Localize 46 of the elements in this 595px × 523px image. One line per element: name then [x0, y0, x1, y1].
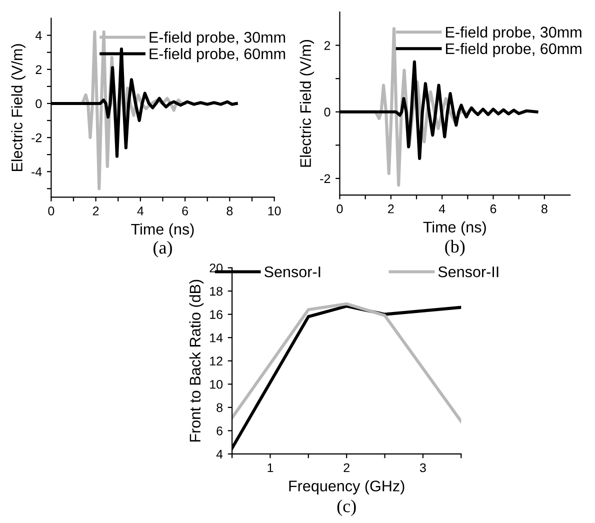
line-series: [232, 302, 462, 423]
y-tick-label: 8: [216, 403, 222, 412]
y-tick-label: 14: [210, 334, 223, 342]
y-axis-title: Electric Field (V/m): [300, 40, 314, 167]
x-tick-label: 10: [268, 206, 281, 216]
x-tick-label: 8: [541, 204, 548, 214]
text: (a): [154, 240, 172, 258]
y-tick-label: 10: [210, 380, 223, 389]
legend-label: E-field probe, 30mm: [150, 32, 286, 46]
y-tick-label: 2: [324, 41, 330, 50]
y-axis-title: Electric Field (V/m): [11, 44, 26, 171]
y-tick-label: -4: [32, 168, 42, 176]
x-tick-label: 4: [438, 204, 446, 214]
legend-label: E-field probe, 30mm: [446, 26, 582, 41]
x-tick-label: 2: [92, 206, 99, 216]
text: (c): [337, 500, 356, 516]
y-tick-label: 16: [210, 310, 222, 319]
legend-label: E-field probe, 60mm: [150, 48, 286, 62]
x-axis-title: Time (ns): [423, 221, 486, 236]
legend-label: E-field probe, 60mm: [446, 42, 582, 58]
y-tick-label: 12: [210, 356, 222, 366]
x-axis-title: Time (ns): [131, 223, 194, 238]
legend-label: Sensor-II: [438, 266, 498, 278]
y-tick-label: 2: [36, 65, 42, 74]
y-tick-label: -2: [320, 174, 330, 183]
x-tick-label: 1: [268, 463, 274, 472]
text: (b): [445, 240, 465, 256]
x-tick-label: 0: [48, 206, 54, 216]
y-tick-label: 0: [36, 99, 42, 108]
x-tick-label: 2: [344, 463, 350, 472]
x-tick-label: 3: [420, 463, 426, 472]
y-tick-label: 0: [324, 108, 330, 117]
x-tick-label: 2: [388, 204, 394, 214]
y-tick-label: 4: [216, 450, 223, 458]
x-axis-title: Frequency (GHz): [289, 480, 404, 494]
y-tick-label: -2: [32, 133, 42, 142]
x-tick-label: 0: [336, 204, 343, 214]
y-tick-label: 6: [216, 426, 222, 436]
y-tick-label: 4: [35, 31, 42, 40]
x-tick-label: 6: [182, 206, 188, 216]
y-tick-label: 18: [210, 286, 222, 296]
x-tick-label: 4: [137, 206, 144, 216]
y-axis-title: Front to Back Ratio (dB): [189, 280, 204, 442]
legend-label: Sensor-I: [264, 266, 320, 278]
x-tick-label: 8: [226, 206, 233, 216]
x-tick-label: 6: [490, 204, 496, 214]
